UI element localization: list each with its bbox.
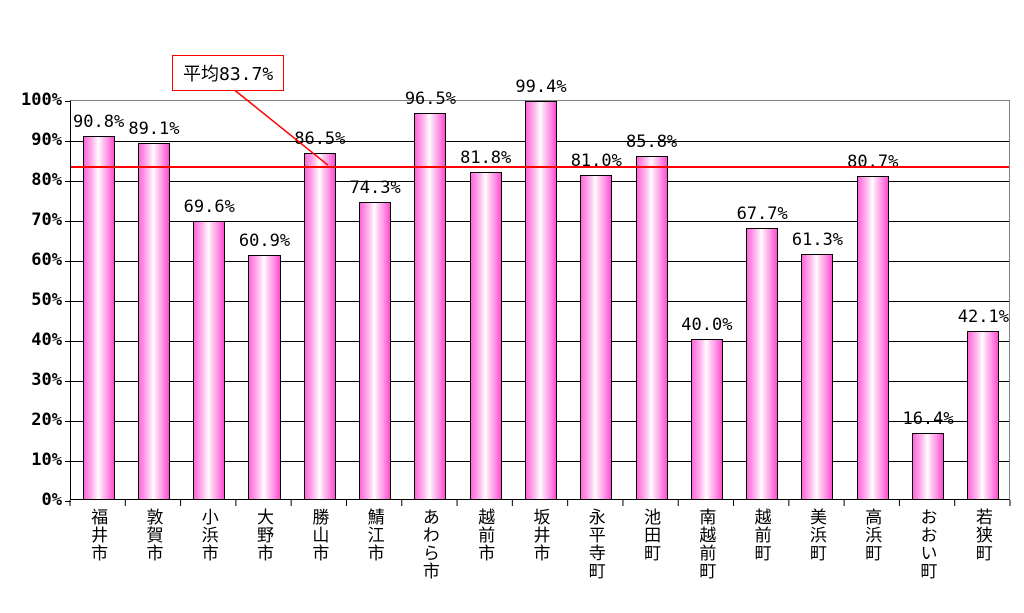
- bar-value-label: 81.8%: [460, 148, 511, 168]
- y-axis-label: 90%: [12, 130, 62, 150]
- x-axis-label: 福井市: [85, 508, 110, 562]
- x-axis-label: 池田町: [638, 508, 663, 562]
- bar-wrap: 80.7%: [857, 176, 889, 499]
- bar-value-label: 42.1%: [958, 307, 1009, 327]
- bar-value-label: 80.7%: [847, 152, 898, 172]
- bar: [746, 228, 778, 499]
- y-axis-label: 0%: [12, 490, 62, 510]
- bar: [857, 176, 889, 499]
- y-tick: [65, 381, 71, 382]
- bar-wrap: 81.8%: [470, 172, 502, 499]
- bar: [801, 254, 833, 499]
- bar: [636, 156, 668, 499]
- bar: [83, 136, 115, 499]
- y-axis-label: 80%: [12, 170, 62, 190]
- bar-wrap: 81.0%: [580, 175, 612, 499]
- bar-value-label: 69.6%: [184, 197, 235, 217]
- x-axis-label: 若狭町: [970, 508, 995, 562]
- average-label-text: 平均83.7%: [183, 64, 273, 85]
- bar: [912, 433, 944, 499]
- y-tick: [65, 221, 71, 222]
- y-axis-label: 20%: [12, 410, 62, 430]
- bar-value-label: 61.3%: [792, 230, 843, 250]
- bar-wrap: 99.4%: [525, 101, 557, 499]
- bar-wrap: 89.1%: [138, 143, 170, 499]
- bar-value-label: 86.5%: [294, 129, 345, 149]
- y-axis-label: 100%: [12, 90, 62, 110]
- y-axis-label: 50%: [12, 290, 62, 310]
- y-axis-label: 10%: [12, 450, 62, 470]
- x-axis-label: 大野市: [251, 508, 276, 562]
- bar-value-label: 99.4%: [515, 77, 566, 97]
- x-axis-label: 越前町: [749, 508, 774, 562]
- average-line: [71, 166, 1009, 168]
- y-axis-label: 70%: [12, 210, 62, 230]
- y-tick: [65, 461, 71, 462]
- bar: [580, 175, 612, 499]
- y-tick: [65, 421, 71, 422]
- y-axis-label: 40%: [12, 330, 62, 350]
- bar-value-label: 96.5%: [405, 89, 456, 109]
- bar: [470, 172, 502, 499]
- bar-wrap: 42.1%: [967, 331, 999, 499]
- bar-wrap: 96.5%: [414, 113, 446, 499]
- x-axis-label: 越前市: [472, 508, 497, 562]
- y-tick: [65, 341, 71, 342]
- x-axis-label: 美浜町: [804, 508, 829, 562]
- y-tick: [65, 181, 71, 182]
- average-label-box: 平均83.7%: [172, 55, 284, 91]
- bar-value-label: 85.8%: [626, 132, 677, 152]
- bar: [193, 221, 225, 499]
- bar: [414, 113, 446, 499]
- x-axis-label: 鯖江市: [362, 508, 387, 562]
- y-tick: [65, 301, 71, 302]
- bar: [967, 331, 999, 499]
- bar-wrap: 16.4%: [912, 433, 944, 499]
- x-axis-label: 高浜町: [859, 508, 884, 562]
- y-axis-label: 30%: [12, 370, 62, 390]
- bar-wrap: 60.9%: [248, 255, 280, 499]
- x-axis-label: 勝山市: [306, 508, 331, 562]
- x-ticks: [69, 500, 1011, 508]
- bar: [304, 153, 336, 499]
- y-axis-label: 60%: [12, 250, 62, 270]
- bar-value-label: 60.9%: [239, 231, 290, 251]
- bar-wrap: 67.7%: [746, 228, 778, 499]
- x-axis-label: 小浜市: [196, 508, 221, 562]
- bar-value-label: 90.8%: [73, 112, 124, 132]
- bar-wrap: 69.6%: [193, 221, 225, 499]
- bar-value-label: 40.0%: [681, 315, 732, 335]
- bar: [138, 143, 170, 499]
- bar-value-label: 89.1%: [128, 119, 179, 139]
- bar: [525, 101, 557, 499]
- bar: [359, 202, 391, 499]
- bar-wrap: 61.3%: [801, 254, 833, 499]
- bar-value-label: 74.3%: [350, 178, 401, 198]
- x-axis-label: 南越前町: [693, 508, 718, 580]
- bar-wrap: 74.3%: [359, 202, 391, 499]
- y-tick: [65, 261, 71, 262]
- x-axis-label: あわら市: [417, 508, 442, 580]
- y-tick: [65, 101, 71, 102]
- bar-value-label: 81.0%: [571, 151, 622, 171]
- plot-area: 90.8%89.1%69.6%60.9%86.5%74.3%96.5%81.8%…: [70, 100, 1010, 500]
- bar: [248, 255, 280, 499]
- bar-wrap: 86.5%: [304, 153, 336, 499]
- x-axis-label: 坂井市: [528, 508, 553, 562]
- bar-value-label: 16.4%: [902, 409, 953, 429]
- bar-wrap: 40.0%: [691, 339, 723, 499]
- x-axis-label: おおい町: [915, 508, 940, 580]
- y-tick: [65, 141, 71, 142]
- bar: [691, 339, 723, 499]
- x-axis-label: 敦賀市: [140, 508, 165, 562]
- bar-wrap: 85.8%: [636, 156, 668, 499]
- bar-wrap: 90.8%: [83, 136, 115, 499]
- x-axis-label: 永平寺町: [583, 508, 608, 580]
- bar-value-label: 67.7%: [737, 204, 788, 224]
- chart-container: 90.8%89.1%69.6%60.9%86.5%74.3%96.5%81.8%…: [70, 20, 1010, 580]
